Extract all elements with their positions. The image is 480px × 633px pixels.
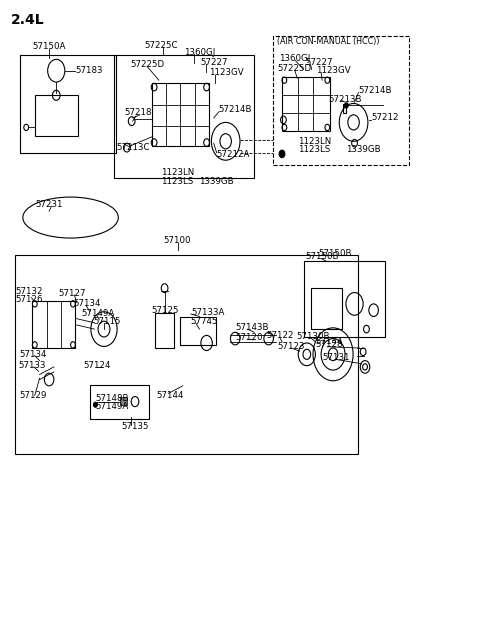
Bar (15, 255, 359, 454)
Text: 57144: 57144 (315, 337, 343, 346)
Text: 57134: 57134 (20, 350, 47, 359)
Text: 57133: 57133 (18, 361, 46, 370)
Text: 1339GB: 1339GB (199, 177, 234, 185)
Text: 1339GB: 1339GB (346, 145, 381, 154)
Circle shape (279, 150, 285, 158)
Text: 57100: 57100 (164, 236, 191, 246)
Text: 57214B: 57214B (218, 105, 252, 115)
Text: 1123GV: 1123GV (316, 66, 351, 75)
Text: 57129: 57129 (20, 391, 47, 400)
Text: 57125: 57125 (152, 306, 179, 315)
Text: 57212: 57212 (371, 113, 399, 122)
Text: 1123LN: 1123LN (298, 137, 332, 146)
Text: 57131: 57131 (322, 353, 349, 362)
Text: 57214B: 57214B (359, 86, 392, 96)
Text: 57120: 57120 (235, 333, 263, 342)
Text: 1123LS: 1123LS (161, 177, 193, 185)
Bar (274, 36, 409, 165)
Text: 57144: 57144 (156, 391, 184, 400)
Text: 57227: 57227 (306, 58, 333, 67)
Text: 57130B: 57130B (296, 332, 330, 341)
Text: 57143B: 57143B (235, 323, 269, 332)
Text: 57124: 57124 (84, 361, 111, 370)
Text: 57133A: 57133A (192, 308, 225, 316)
Bar (311, 288, 342, 329)
Text: 57122: 57122 (266, 331, 294, 340)
Text: 57135: 57135 (121, 422, 149, 431)
Text: 1123LS: 1123LS (298, 145, 330, 154)
Text: 57149A: 57149A (82, 309, 115, 318)
Text: 57132: 57132 (16, 287, 43, 296)
Text: 57745: 57745 (190, 317, 217, 326)
Text: 57225C: 57225C (144, 41, 178, 50)
Text: 57227: 57227 (201, 58, 228, 67)
Text: 1360GJ: 1360GJ (184, 48, 216, 57)
Text: 57150A: 57150A (33, 42, 66, 51)
Bar (35, 96, 78, 136)
Text: 57225D: 57225D (130, 60, 164, 69)
Text: 57218: 57218 (124, 108, 152, 118)
Text: 57134: 57134 (73, 299, 100, 308)
Bar (90, 385, 149, 419)
Text: 57128: 57128 (315, 341, 343, 349)
Text: 1123GV: 1123GV (209, 68, 244, 77)
Text: 57149A: 57149A (95, 402, 128, 411)
Text: 57150B: 57150B (319, 249, 352, 258)
Text: 57231: 57231 (36, 200, 63, 209)
Text: 57213B: 57213B (328, 94, 362, 104)
Text: (AIR CON-MANUAL (HCC)): (AIR CON-MANUAL (HCC)) (277, 37, 380, 46)
Text: 57115: 57115 (93, 317, 120, 326)
Text: 57123: 57123 (277, 342, 305, 351)
Circle shape (345, 103, 348, 108)
Bar (120, 397, 127, 404)
Text: 57183: 57183 (75, 66, 103, 75)
Text: 1123LN: 1123LN (161, 168, 194, 177)
Text: 57225D: 57225D (277, 65, 312, 73)
Text: 57150B: 57150B (305, 252, 338, 261)
Circle shape (94, 402, 97, 407)
Text: 1360GJ: 1360GJ (279, 54, 311, 63)
Bar (282, 77, 330, 130)
Bar (152, 84, 209, 146)
Bar (33, 301, 75, 348)
Bar (343, 104, 347, 113)
Bar (114, 55, 254, 178)
Text: 57213C: 57213C (116, 143, 149, 152)
Text: 2.4L: 2.4L (11, 13, 45, 27)
Text: 57148B: 57148B (95, 394, 129, 403)
Text: 57127: 57127 (59, 289, 86, 298)
Text: 57126: 57126 (16, 295, 43, 304)
Text: 57212A: 57212A (216, 150, 250, 159)
Bar (304, 261, 384, 337)
Bar (21, 55, 116, 153)
Bar (180, 316, 216, 345)
Bar (155, 313, 174, 348)
